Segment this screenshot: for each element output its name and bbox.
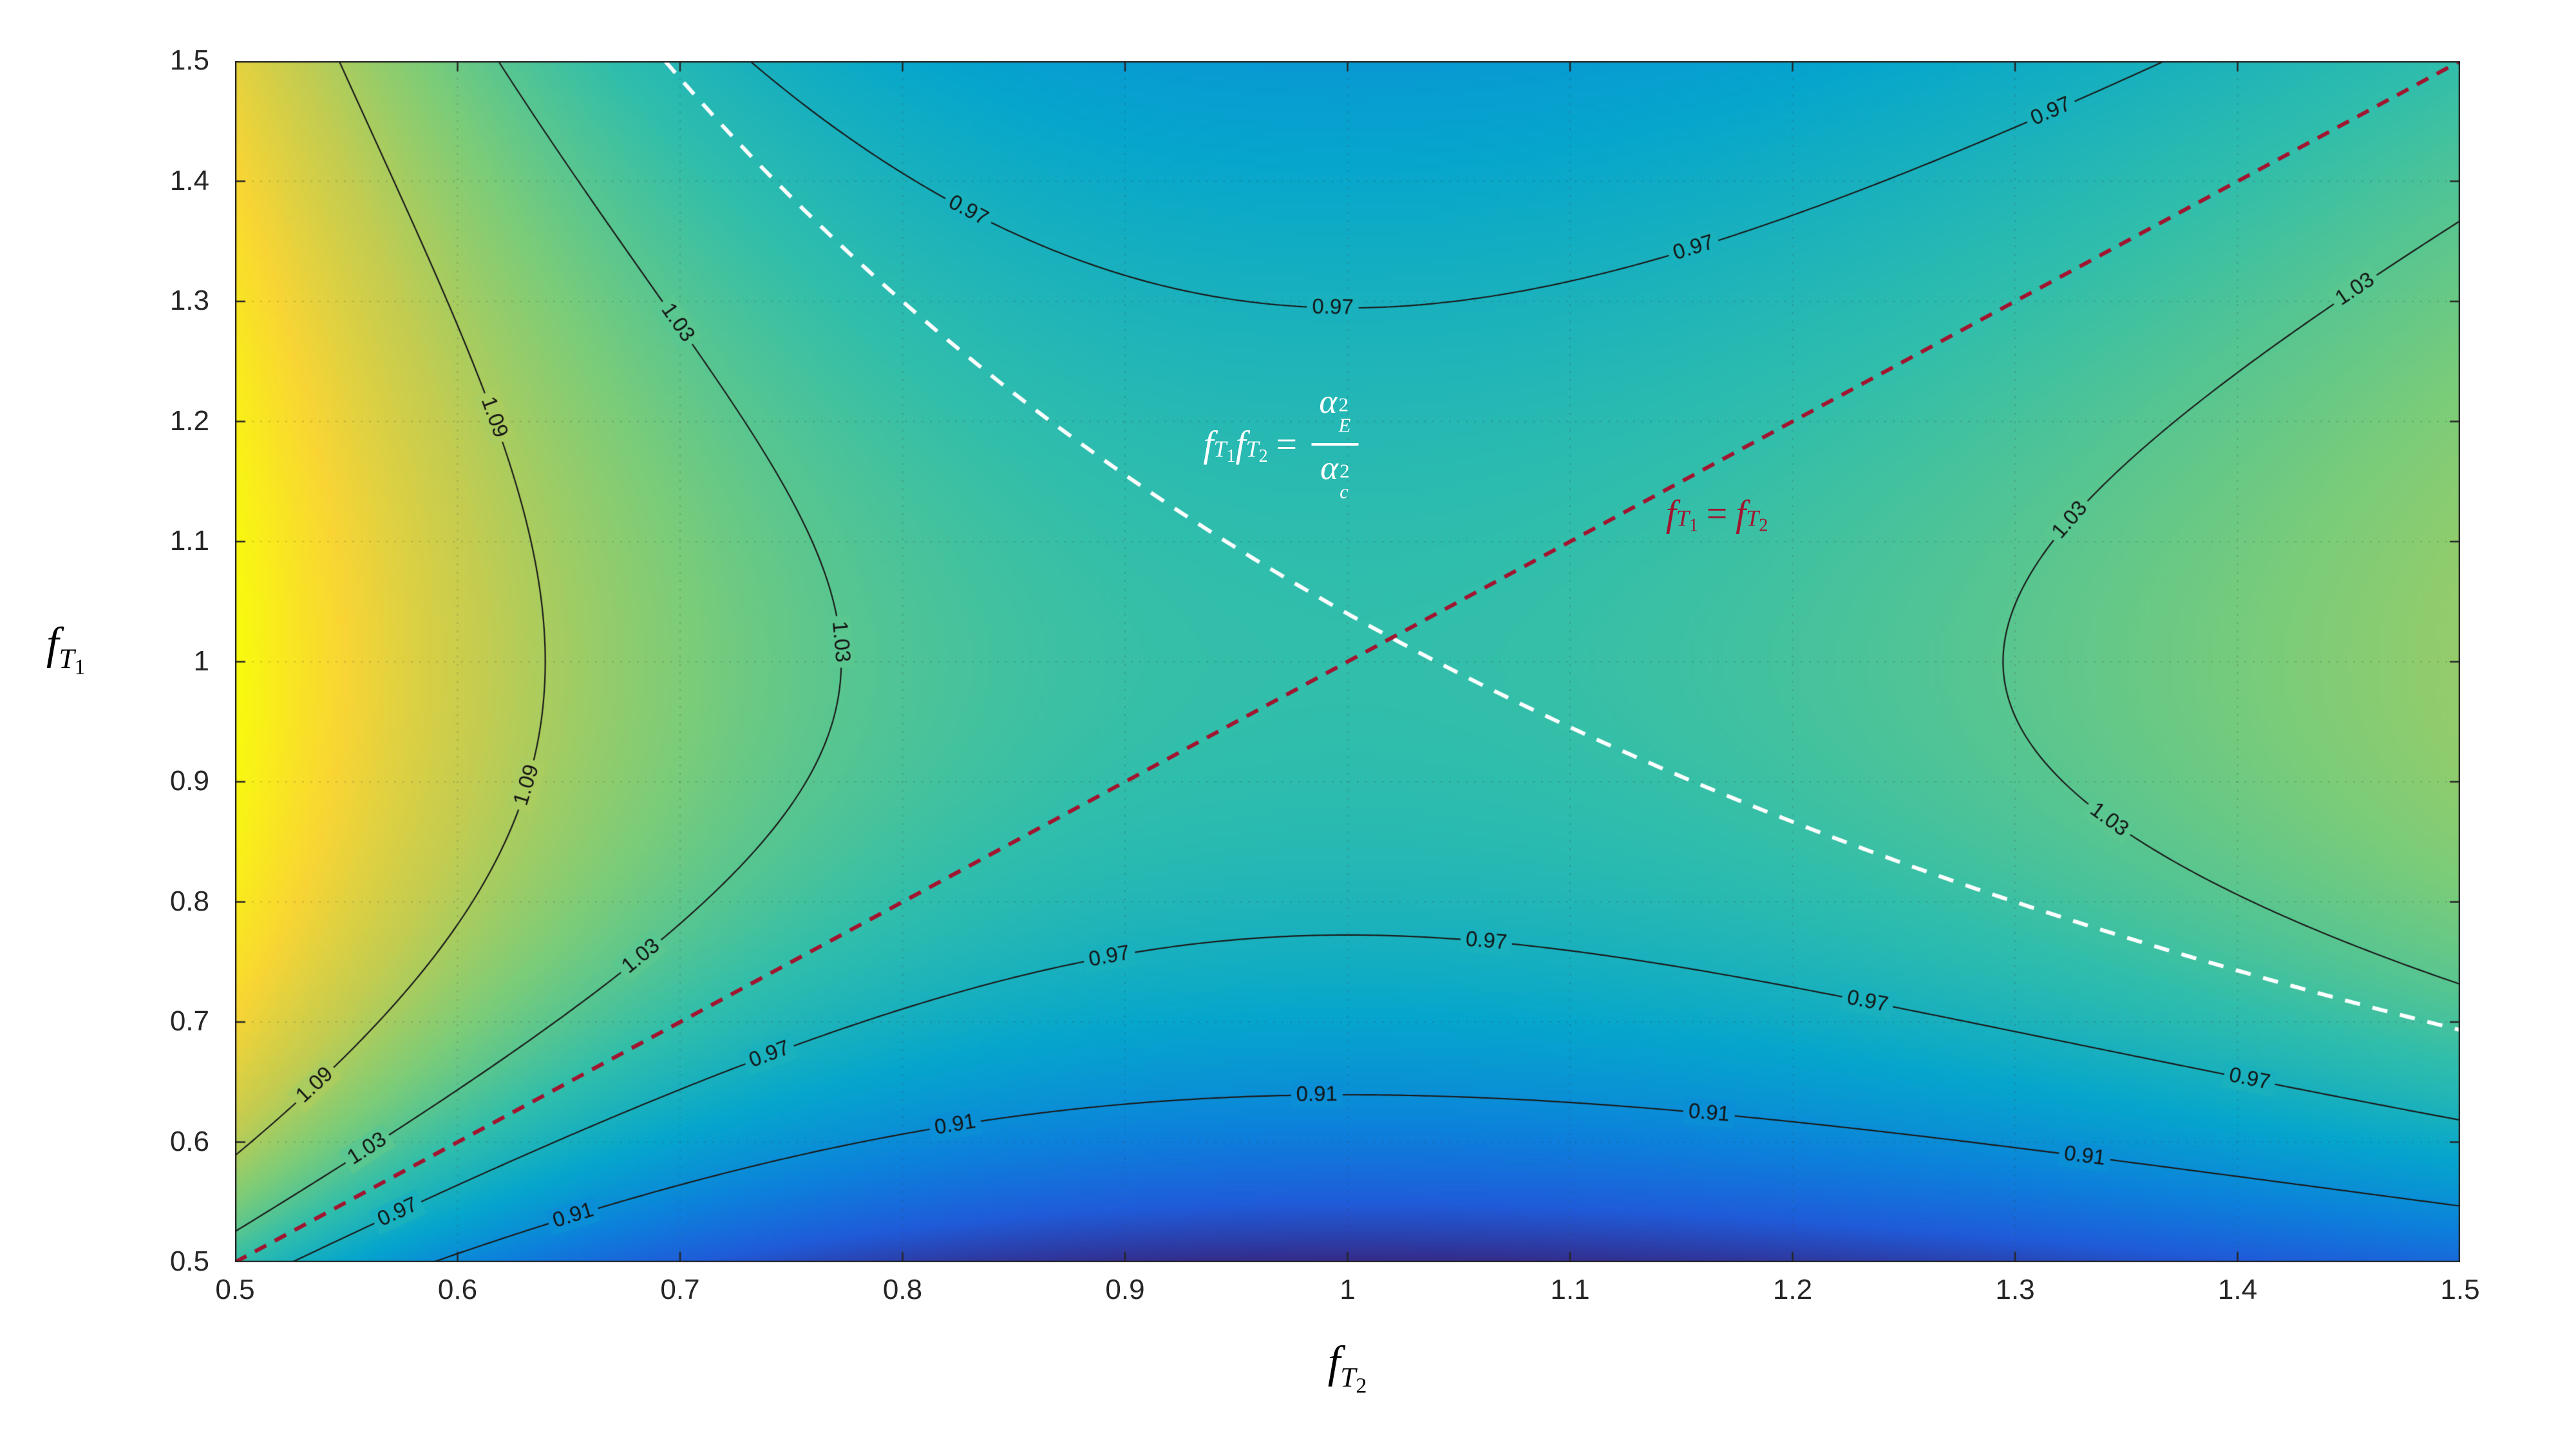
- y-tick-label: 0.7: [169, 1005, 209, 1037]
- x-tick-label: 0.5: [215, 1274, 255, 1305]
- x-tick-label: 0.7: [660, 1274, 700, 1305]
- y-tick-label: 1.4: [169, 164, 209, 196]
- x-axis-tick-labels: 0.5 0.6 0.7 0.8 0.9 1 1.1 1.2 1.3 1.4 1.5: [215, 1274, 2479, 1312]
- annotation-red-f2: f: [1736, 492, 1747, 535]
- alpha-E: α: [1319, 381, 1338, 421]
- x-tick-label: 1: [1340, 1274, 1356, 1305]
- x-tick-label: 1.2: [1772, 1274, 1813, 1305]
- x-tick-label: 0.6: [437, 1274, 478, 1305]
- y-tick-label: 0.5: [169, 1245, 209, 1277]
- y-tick-label: 1.5: [169, 44, 209, 76]
- x-tick-label: 1.1: [1550, 1274, 1590, 1305]
- x-tick-label: 1.5: [2440, 1274, 2480, 1305]
- y-axis-tick-labels: 0.5 0.6 0.7 0.8 0.9 1 1.1 1.2 1.3 1.4 1.5: [0, 44, 222, 1277]
- y-tick-label: 0.8: [169, 885, 209, 917]
- x-tick-label: 1.3: [1995, 1274, 2035, 1305]
- x-tick-label: 1.4: [2217, 1274, 2258, 1305]
- y-tick-label: 1: [193, 645, 209, 677]
- y-tick-label: 1.3: [169, 285, 209, 316]
- alpha-c: α: [1320, 448, 1339, 487]
- annotation-white-f1: f: [1203, 422, 1214, 465]
- annotation-white-f2: f: [1235, 422, 1246, 465]
- x-tick-label: 0.8: [882, 1274, 923, 1305]
- x-tick-label: 0.9: [1105, 1274, 1145, 1305]
- equals-sign: =: [1276, 422, 1298, 465]
- y-tick-label: 1.1: [169, 525, 209, 556]
- y-tick-label: 0.6: [169, 1125, 209, 1157]
- annotation-red-f1: f: [1665, 492, 1676, 535]
- contour-plot-canvas: [235, 61, 2460, 1262]
- y-tick-label: 0.9: [169, 765, 209, 797]
- y-axis-label: fT1: [46, 619, 86, 679]
- annotation-identity-equation: f T1 = f T2: [1665, 492, 1768, 536]
- y-tick-label: 1.2: [169, 404, 209, 437]
- x-axis-label: fT2: [1327, 1338, 1367, 1398]
- equals-sign: =: [1706, 492, 1728, 535]
